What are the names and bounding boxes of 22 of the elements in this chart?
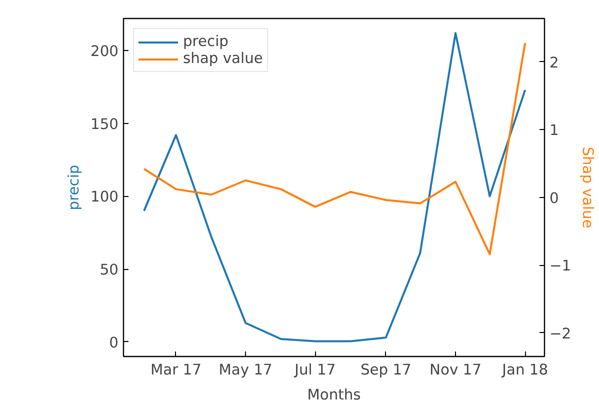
x-tick-label: Nov 17 [430, 362, 482, 378]
y-tick-label: 0 [109, 334, 119, 352]
y2-tick-label: −1 [550, 258, 572, 275]
x-tick-label: Sep 17 [360, 362, 412, 378]
y2-tick-label: 1 [550, 122, 559, 140]
y-tick-label: 200 [90, 43, 119, 60]
y2-tick-label: −2 [550, 325, 572, 342]
x-tick-label: May 17 [218, 362, 272, 378]
y2-tick-label: 0 [550, 190, 559, 207]
x-tick-label: Jan 18 [501, 362, 548, 378]
x-tick-label: Mar 17 [150, 362, 202, 378]
y2-axis-title: Shap value [579, 146, 596, 228]
x-axis-title: Months [307, 386, 361, 404]
y-axis-title: precip [66, 164, 83, 210]
legend-label: shap value [183, 50, 263, 67]
y-tick-label: 150 [90, 116, 119, 133]
y-tick-label: 100 [90, 188, 119, 206]
legend-label: precip [183, 33, 228, 50]
y-tick-label: 50 [100, 262, 119, 279]
line-series [143, 32, 526, 342]
y2-tick-label: 2 [550, 54, 559, 72]
x-tick-label: Jul 17 [294, 362, 336, 378]
